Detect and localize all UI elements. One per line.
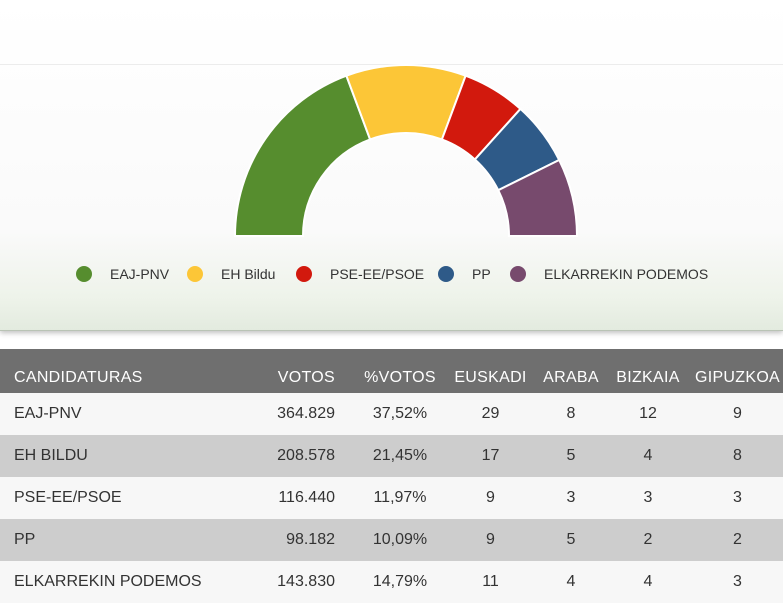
legend-dot-icon — [76, 266, 92, 282]
cell-candidatura: ELKARREKIN PODEMOS — [0, 561, 252, 603]
cell-votos: 208.578 — [252, 435, 357, 477]
cell-candidatura: EH BILDU — [0, 435, 252, 477]
header-araba: ARABA — [538, 349, 604, 393]
cell-bizkaia: 4 — [604, 435, 692, 477]
cell-gipuzkoa: 9 — [692, 393, 783, 435]
legend-label: ELKARREKIN PODEMOS — [544, 266, 709, 282]
cell-votos: 98.182 — [252, 519, 357, 561]
cell-bizkaia: 3 — [604, 477, 692, 519]
hemicycle-segment-elkarrekin-podemos — [496, 158, 579, 237]
cell-euskadi: 9 — [443, 519, 538, 561]
cell-euskadi: 9 — [443, 477, 538, 519]
legend-item-pse-ee-psoe: PSE-EE/PSOE — [296, 262, 424, 286]
card-divider — [0, 64, 783, 65]
table-row: EH BILDU 208.578 21,45% 17 5 4 8 — [0, 435, 783, 477]
cell-euskadi: 17 — [443, 435, 538, 477]
table-row: EAJ-PNV 364.829 37,52% 29 8 12 9 — [0, 393, 783, 435]
header-votos: VOTOS — [252, 349, 357, 393]
header-bizkaia: BIZKAIA — [604, 349, 692, 393]
cell-araba: 5 — [538, 519, 604, 561]
table-header-row: CANDIDATURAS VOTOS %VOTOS EUSKADI ARABA … — [0, 349, 783, 393]
legend-item-eh-bildu: EH Bildu — [187, 262, 275, 286]
legend-dot-icon — [296, 266, 312, 282]
cell-pct-votos: 14,79% — [357, 561, 443, 603]
legend-item-pp: PP — [438, 262, 491, 286]
cell-araba: 4 — [538, 561, 604, 603]
cell-bizkaia: 2 — [604, 519, 692, 561]
cell-pct-votos: 11,97% — [357, 477, 443, 519]
cell-araba: 8 — [538, 393, 604, 435]
cell-pct-votos: 21,45% — [357, 435, 443, 477]
legend-dot-icon — [187, 266, 203, 282]
cell-gipuzkoa: 8 — [692, 435, 783, 477]
cell-euskadi: 29 — [443, 393, 538, 435]
header-gipuzkoa: GIPUZKOA — [692, 349, 783, 393]
cell-votos: 116.440 — [252, 477, 357, 519]
cell-gipuzkoa: 2 — [692, 519, 783, 561]
legend-label: EAJ-PNV — [110, 266, 170, 282]
cell-candidatura: PSE-EE/PSOE — [0, 477, 252, 519]
cell-gipuzkoa: 3 — [692, 477, 783, 519]
header-pct-votos: %VOTOS — [357, 349, 443, 393]
legend-dot-icon — [510, 266, 526, 282]
chart-card: EAJ-PNV EH Bildu PSE-EE/PSOE PP ELKARREK… — [0, 0, 783, 331]
cell-bizkaia: 12 — [604, 393, 692, 435]
header-euskadi: EUSKADI — [443, 349, 538, 393]
cell-candidatura: PP — [0, 519, 252, 561]
legend-label: PSE-EE/PSOE — [330, 266, 425, 282]
legend-item-elkarrekin-podemos: ELKARREKIN PODEMOS — [510, 262, 708, 286]
cell-gipuzkoa: 3 — [692, 561, 783, 603]
hemicycle-segment-eaj-pnv — [233, 74, 372, 237]
table-row: PP 98.182 10,09% 9 5 2 2 — [0, 519, 783, 561]
legend-item-eaj-pnv: EAJ-PNV — [76, 262, 169, 286]
cell-votos: 143.830 — [252, 561, 357, 603]
cell-candidatura: EAJ-PNV — [0, 393, 252, 435]
cell-bizkaia: 4 — [604, 561, 692, 603]
cell-pct-votos: 37,52% — [357, 393, 443, 435]
legend-dot-icon — [438, 266, 454, 282]
header-candidaturas: CANDIDATURAS — [0, 349, 252, 393]
legend-label: PP — [472, 266, 491, 282]
cell-araba: 5 — [538, 435, 604, 477]
table-row: PSE-EE/PSOE 116.440 11,97% 9 3 3 3 — [0, 477, 783, 519]
table-row: ELKARREKIN PODEMOS 143.830 14,79% 11 4 4… — [0, 561, 783, 603]
legend-label: EH Bildu — [221, 266, 276, 282]
cell-euskadi: 11 — [443, 561, 538, 603]
cell-votos: 364.829 — [252, 393, 357, 435]
results-table: CANDIDATURAS VOTOS %VOTOS EUSKADI ARABA … — [0, 349, 783, 603]
cell-araba: 3 — [538, 477, 604, 519]
cell-pct-votos: 10,09% — [357, 519, 443, 561]
hemicycle-chart — [233, 64, 579, 237]
chart-legend: EAJ-PNV EH Bildu PSE-EE/PSOE PP ELKARREK… — [0, 262, 783, 286]
